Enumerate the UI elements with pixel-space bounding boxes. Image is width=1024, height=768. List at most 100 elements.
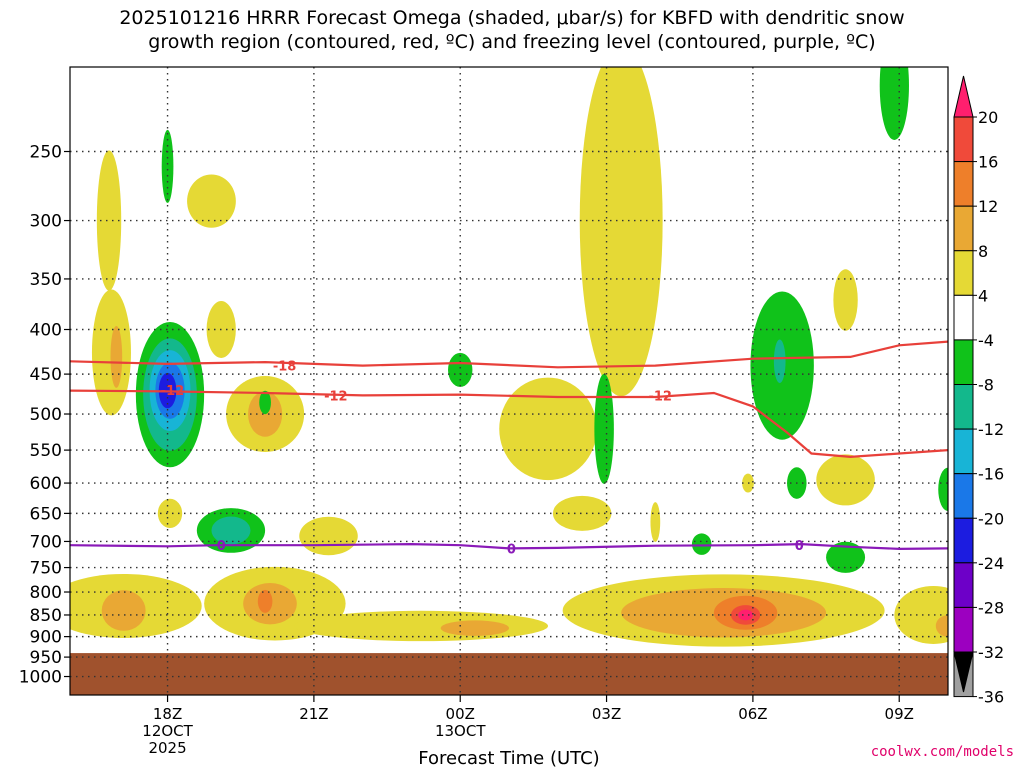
ground-fill bbox=[70, 653, 948, 695]
omega-region-19 bbox=[101, 590, 146, 631]
freezing-level-line bbox=[70, 542, 948, 551]
x-tick-label-18-0: 18Z bbox=[153, 705, 182, 723]
colorbar-label--8: -8 bbox=[978, 376, 994, 395]
colorbar-bottom-arrow bbox=[953, 651, 974, 693]
y-tick-label-800: 800 bbox=[30, 583, 62, 603]
chart-title: 2025101216 HRRR Forecast Omega (shaded, … bbox=[0, 6, 1024, 54]
colorbar-box-2 bbox=[953, 161, 974, 207]
colorbar-box-3 bbox=[953, 205, 974, 252]
title-line-2: growth region (contoured, red, ºC) and f… bbox=[148, 31, 876, 53]
credit-text: coolwx.com/models bbox=[870, 744, 1014, 760]
colorbar-label--16: -16 bbox=[978, 465, 1004, 484]
colorbar-box-1 bbox=[953, 116, 974, 163]
plot-frame bbox=[69, 66, 949, 696]
colorbar-label--28: -28 bbox=[978, 598, 1004, 617]
colorbar-box-4 bbox=[953, 250, 974, 296]
colorbar-box-9 bbox=[953, 473, 974, 519]
y-tick-label-450: 450 bbox=[30, 365, 62, 385]
y-tick-label-300: 300 bbox=[30, 212, 62, 232]
omega-region-40 bbox=[938, 467, 948, 512]
freezing-label-2-label: 0 bbox=[507, 542, 516, 557]
y-tick-label-700: 700 bbox=[30, 532, 62, 552]
omega-region-13 bbox=[259, 390, 271, 415]
x-tick-label-24-1: 13OCT bbox=[435, 722, 486, 740]
omega-region-36 bbox=[816, 454, 875, 506]
colorbar-box-10 bbox=[953, 517, 974, 564]
colorbar-label--20: -20 bbox=[978, 509, 1004, 528]
omega-region-37 bbox=[833, 269, 858, 331]
y-tick-label-750: 750 bbox=[30, 559, 62, 579]
colorbar-box-7 bbox=[953, 384, 974, 430]
colorbar-label--12: -12 bbox=[978, 420, 1004, 439]
colorbar-box-11 bbox=[953, 562, 974, 608]
omega-region-38 bbox=[826, 541, 866, 573]
omega-region-46 bbox=[894, 585, 948, 644]
omega-region-26 bbox=[499, 377, 597, 481]
grid-lines bbox=[70, 67, 948, 695]
x-tick-label-21-0: 21Z bbox=[299, 705, 328, 723]
colorbar-box-6 bbox=[953, 339, 974, 385]
minus-12-label-left-label: -12 bbox=[161, 384, 185, 399]
y-tick-label-650: 650 bbox=[30, 504, 62, 524]
colorbar-label--4: -4 bbox=[978, 331, 994, 350]
omega-region-27 bbox=[579, 67, 663, 397]
omega-region-28 bbox=[594, 373, 614, 484]
x-tick-label-24-0: 00Z bbox=[446, 705, 475, 723]
omega-region-45 bbox=[738, 609, 753, 621]
colorbar-label-20: 20 bbox=[978, 108, 998, 127]
colorbar-label-16: 16 bbox=[978, 153, 998, 172]
omega-region-47 bbox=[935, 615, 948, 637]
y-tick-label-350: 350 bbox=[30, 270, 62, 290]
omega-region-22 bbox=[257, 589, 273, 613]
y-tick-label-500: 500 bbox=[30, 405, 62, 425]
minus-18-isotherm-label: -18 bbox=[273, 360, 297, 375]
omega-region-2 bbox=[110, 326, 123, 388]
contour-lines: -18 -12 -12 -12 0 0 0 bbox=[70, 340, 948, 557]
y-tick-label-1000: 1000 bbox=[19, 668, 62, 688]
minus-18-isotherm-line bbox=[70, 340, 948, 369]
colorbar-label--36: -36 bbox=[978, 688, 1004, 707]
omega-region-34 bbox=[691, 533, 712, 555]
omega-region-0 bbox=[96, 150, 122, 291]
colorbar-box-5 bbox=[953, 294, 974, 341]
freezing-level-label: 0 bbox=[217, 539, 226, 554]
colorbar-label-4: 4 bbox=[978, 286, 988, 305]
y-tick-label-600: 600 bbox=[30, 474, 62, 494]
y-tick-label-900: 900 bbox=[30, 628, 62, 648]
y-tick-label-250: 250 bbox=[30, 143, 62, 163]
title-line-1: 2025101216 HRRR Forecast Omega (shaded, … bbox=[119, 7, 905, 29]
freezing-label-3-label: 0 bbox=[795, 539, 804, 554]
colorbar-label-12: 12 bbox=[978, 197, 998, 216]
omega-region-24 bbox=[440, 620, 509, 636]
axes: 2503003504004505005506006507007508008509… bbox=[19, 143, 914, 757]
ground-layer bbox=[70, 653, 948, 695]
omega-region-25 bbox=[552, 495, 612, 531]
colorbar-top-arrow bbox=[953, 75, 974, 118]
omega-region-4 bbox=[187, 174, 236, 228]
x-tick-label-18-1: 12OCT bbox=[142, 722, 193, 740]
omega-region-23 bbox=[294, 610, 549, 642]
omega-region-39 bbox=[879, 67, 909, 140]
colorbar: 20 16 12 8 4 -4 -8 -12 -16 -20 -24 -28 -32 -36 bbox=[953, 75, 1004, 707]
colorbar-box-12 bbox=[953, 606, 974, 653]
x-tick-label-27-0: 03Z bbox=[592, 705, 621, 723]
minus-12-isotherm-label: -12 bbox=[324, 389, 348, 404]
x-axis-label: Forecast Time (UTC) bbox=[418, 748, 599, 768]
omega-region-3 bbox=[161, 129, 174, 203]
omega-region-14 bbox=[157, 498, 183, 528]
omega-region-31 bbox=[773, 339, 786, 384]
y-tick-label-550: 550 bbox=[30, 441, 62, 461]
omega-region-32 bbox=[650, 502, 661, 542]
omega-region-29 bbox=[448, 352, 473, 387]
minus-12-isotherm-line bbox=[70, 389, 948, 459]
x-tick-label-18-2: 2025 bbox=[148, 739, 186, 757]
colorbar-box-8 bbox=[953, 428, 974, 475]
omega-shading bbox=[70, 67, 948, 647]
y-tick-label-950: 950 bbox=[30, 648, 62, 668]
colorbar-label--32: -32 bbox=[978, 643, 1004, 662]
minus-12-label-right-label: -12 bbox=[648, 389, 672, 404]
x-tick-label-33-0: 09Z bbox=[885, 705, 914, 723]
x-tick-label-30-0: 06Z bbox=[738, 705, 767, 723]
y-tick-label-400: 400 bbox=[30, 321, 62, 341]
colorbar-label--24: -24 bbox=[978, 554, 1004, 573]
